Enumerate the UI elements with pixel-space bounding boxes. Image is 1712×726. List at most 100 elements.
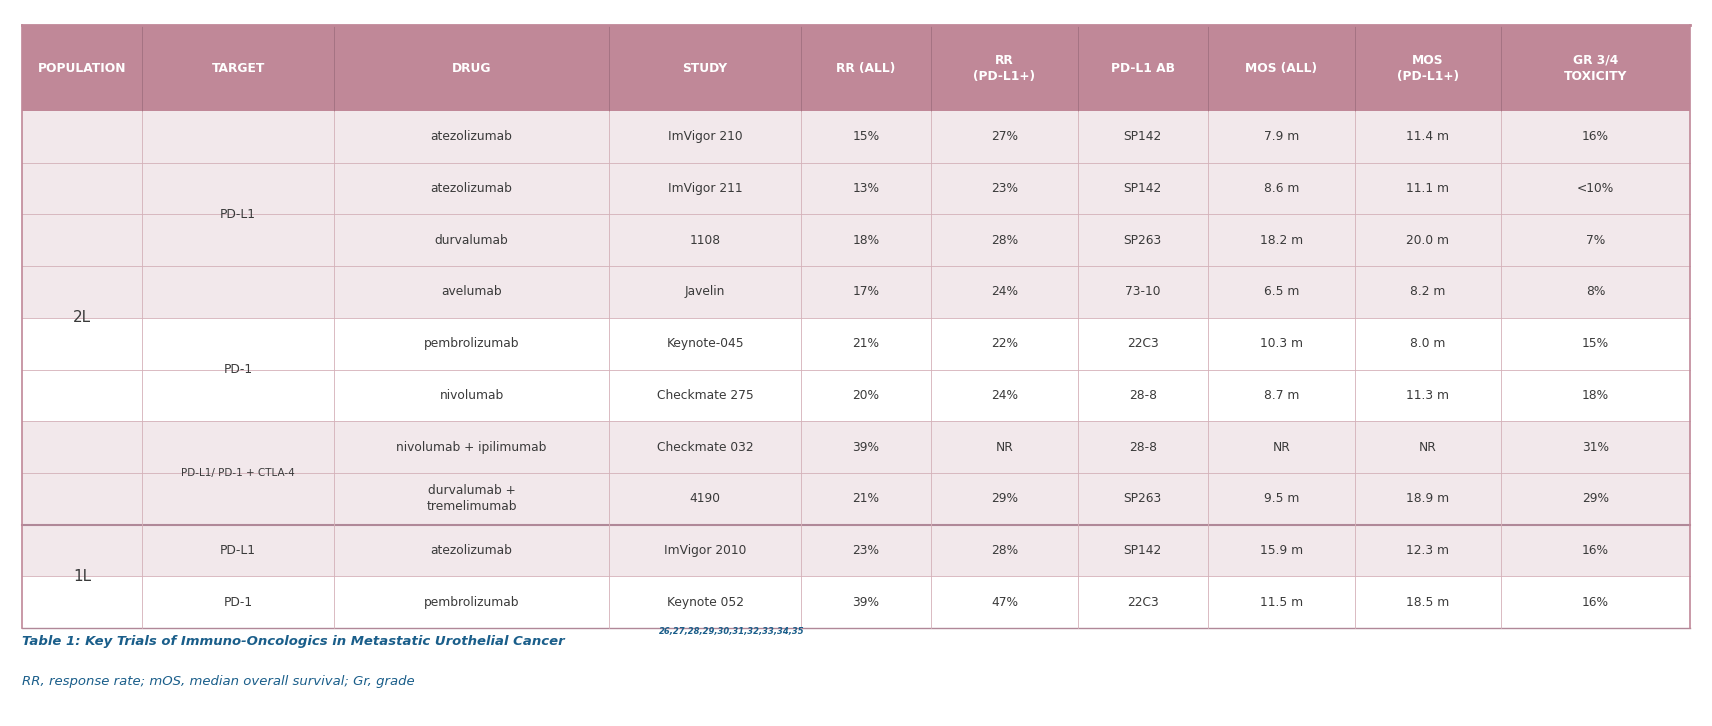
Text: 16%: 16% [1582, 595, 1609, 608]
Text: pembrolizumab: pembrolizumab [425, 337, 519, 350]
Text: RR, response rate; mOS, median overall survival; Gr, grade: RR, response rate; mOS, median overall s… [22, 675, 414, 688]
Text: 18.9 m: 18.9 m [1406, 492, 1450, 505]
Text: 7.9 m: 7.9 m [1263, 131, 1299, 144]
Text: 29%: 29% [1582, 492, 1609, 505]
Text: durvalumab +
tremelimumab: durvalumab + tremelimumab [426, 484, 517, 513]
Bar [22, 25, 142, 111]
Bar [22, 525, 1690, 576]
Text: 28-8: 28-8 [1128, 441, 1157, 454]
Text: nivolumab + ipilimumab: nivolumab + ipilimumab [397, 441, 546, 454]
Text: 12.3 m: 12.3 m [1407, 544, 1450, 557]
Text: 24%: 24% [991, 285, 1019, 298]
Text: 26,27,28,29,30,31,32,33,34,35: 26,27,28,29,30,31,32,33,34,35 [659, 627, 805, 635]
Text: 15%: 15% [1582, 337, 1609, 350]
Text: PD-1: PD-1 [224, 595, 253, 608]
Bar [1501, 25, 1690, 111]
Text: 24%: 24% [991, 389, 1019, 402]
Text: 28%: 28% [991, 544, 1019, 557]
Text: Table 1: Key Trials of Immuno-Oncologics in Metastatic Urothelial Cancer: Table 1: Key Trials of Immuno-Oncologics… [22, 635, 570, 648]
Text: durvalumab: durvalumab [435, 234, 508, 247]
Text: TARGET: TARGET [212, 62, 265, 75]
Text: 17%: 17% [853, 285, 880, 298]
Bar [142, 25, 334, 111]
Text: SP263: SP263 [1123, 234, 1162, 247]
Text: 23%: 23% [991, 182, 1019, 195]
Bar [1209, 25, 1354, 111]
Text: STUDY: STUDY [683, 62, 728, 75]
Text: NR: NR [1272, 441, 1291, 454]
Text: 1L: 1L [74, 568, 91, 584]
Text: DRUG: DRUG [452, 62, 491, 75]
Bar [1354, 25, 1501, 111]
Text: 28%: 28% [991, 234, 1019, 247]
Text: ImVigor 210: ImVigor 210 [668, 131, 743, 144]
Text: 18.2 m: 18.2 m [1260, 234, 1303, 247]
Bar [22, 163, 1690, 214]
Text: PD-L1: PD-L1 [221, 544, 257, 557]
Text: MOS (ALL): MOS (ALL) [1245, 62, 1317, 75]
Text: 8.2 m: 8.2 m [1411, 285, 1445, 298]
Text: 7%: 7% [1585, 234, 1606, 247]
Text: 18%: 18% [1582, 389, 1609, 402]
Text: 27%: 27% [991, 131, 1019, 144]
Text: 21%: 21% [853, 337, 880, 350]
Text: 11.1 m: 11.1 m [1407, 182, 1450, 195]
Bar [334, 25, 609, 111]
Text: PD-1: PD-1 [224, 363, 253, 376]
Text: 8.7 m: 8.7 m [1263, 389, 1299, 402]
Text: 9.5 m: 9.5 m [1263, 492, 1299, 505]
Text: Javelin: Javelin [685, 285, 726, 298]
Text: 1108: 1108 [690, 234, 721, 247]
Text: 23%: 23% [853, 544, 880, 557]
Text: 18.5 m: 18.5 m [1406, 595, 1450, 608]
Text: POPULATION: POPULATION [38, 62, 127, 75]
Text: pembrolizumab: pembrolizumab [425, 595, 519, 608]
Text: 29%: 29% [991, 492, 1019, 505]
Bar [22, 370, 1690, 421]
Text: 11.5 m: 11.5 m [1260, 595, 1303, 608]
Text: 8.6 m: 8.6 m [1263, 182, 1299, 195]
Text: ImVigor 211: ImVigor 211 [668, 182, 743, 195]
Text: 73-10: 73-10 [1125, 285, 1161, 298]
Text: PD-L1: PD-L1 [221, 208, 257, 221]
Bar [22, 473, 1690, 525]
Bar [801, 25, 931, 111]
Text: 18%: 18% [853, 234, 880, 247]
Text: nivolumab: nivolumab [440, 389, 503, 402]
Text: 22C3: 22C3 [1126, 595, 1159, 608]
Text: NR: NR [996, 441, 1014, 454]
Text: Keynote 052: Keynote 052 [666, 595, 743, 608]
Text: PD-L1 AB: PD-L1 AB [1111, 62, 1174, 75]
Text: 13%: 13% [853, 182, 880, 195]
Text: 11.3 m: 11.3 m [1407, 389, 1450, 402]
Text: 15.9 m: 15.9 m [1260, 544, 1303, 557]
Text: RR
(PD-L1+): RR (PD-L1+) [974, 54, 1036, 83]
Bar [931, 25, 1079, 111]
Text: 16%: 16% [1582, 544, 1609, 557]
Bar [609, 25, 801, 111]
Text: 47%: 47% [991, 595, 1019, 608]
Text: 20%: 20% [853, 389, 880, 402]
Text: 22%: 22% [991, 337, 1019, 350]
Text: 4190: 4190 [690, 492, 721, 505]
Text: SP142: SP142 [1123, 131, 1162, 144]
Text: ImVigor 2010: ImVigor 2010 [664, 544, 746, 557]
Text: 21%: 21% [853, 492, 880, 505]
Text: atezolizumab: atezolizumab [431, 131, 512, 144]
Text: 20.0 m: 20.0 m [1407, 234, 1450, 247]
Bar [22, 266, 1690, 318]
Text: 16%: 16% [1582, 131, 1609, 144]
Text: 22C3: 22C3 [1126, 337, 1159, 350]
Text: 2L: 2L [74, 310, 91, 325]
Bar [22, 421, 1690, 473]
Bar [22, 111, 1690, 163]
Text: Keynote-045: Keynote-045 [666, 337, 745, 350]
Text: 15%: 15% [853, 131, 880, 144]
Text: NR: NR [1419, 441, 1436, 454]
Text: atezolizumab: atezolizumab [431, 544, 512, 557]
Text: 28-8: 28-8 [1128, 389, 1157, 402]
Text: Checkmate 275: Checkmate 275 [657, 389, 753, 402]
Text: 6.5 m: 6.5 m [1263, 285, 1299, 298]
Text: 11.4 m: 11.4 m [1407, 131, 1450, 144]
Bar [22, 576, 1690, 628]
